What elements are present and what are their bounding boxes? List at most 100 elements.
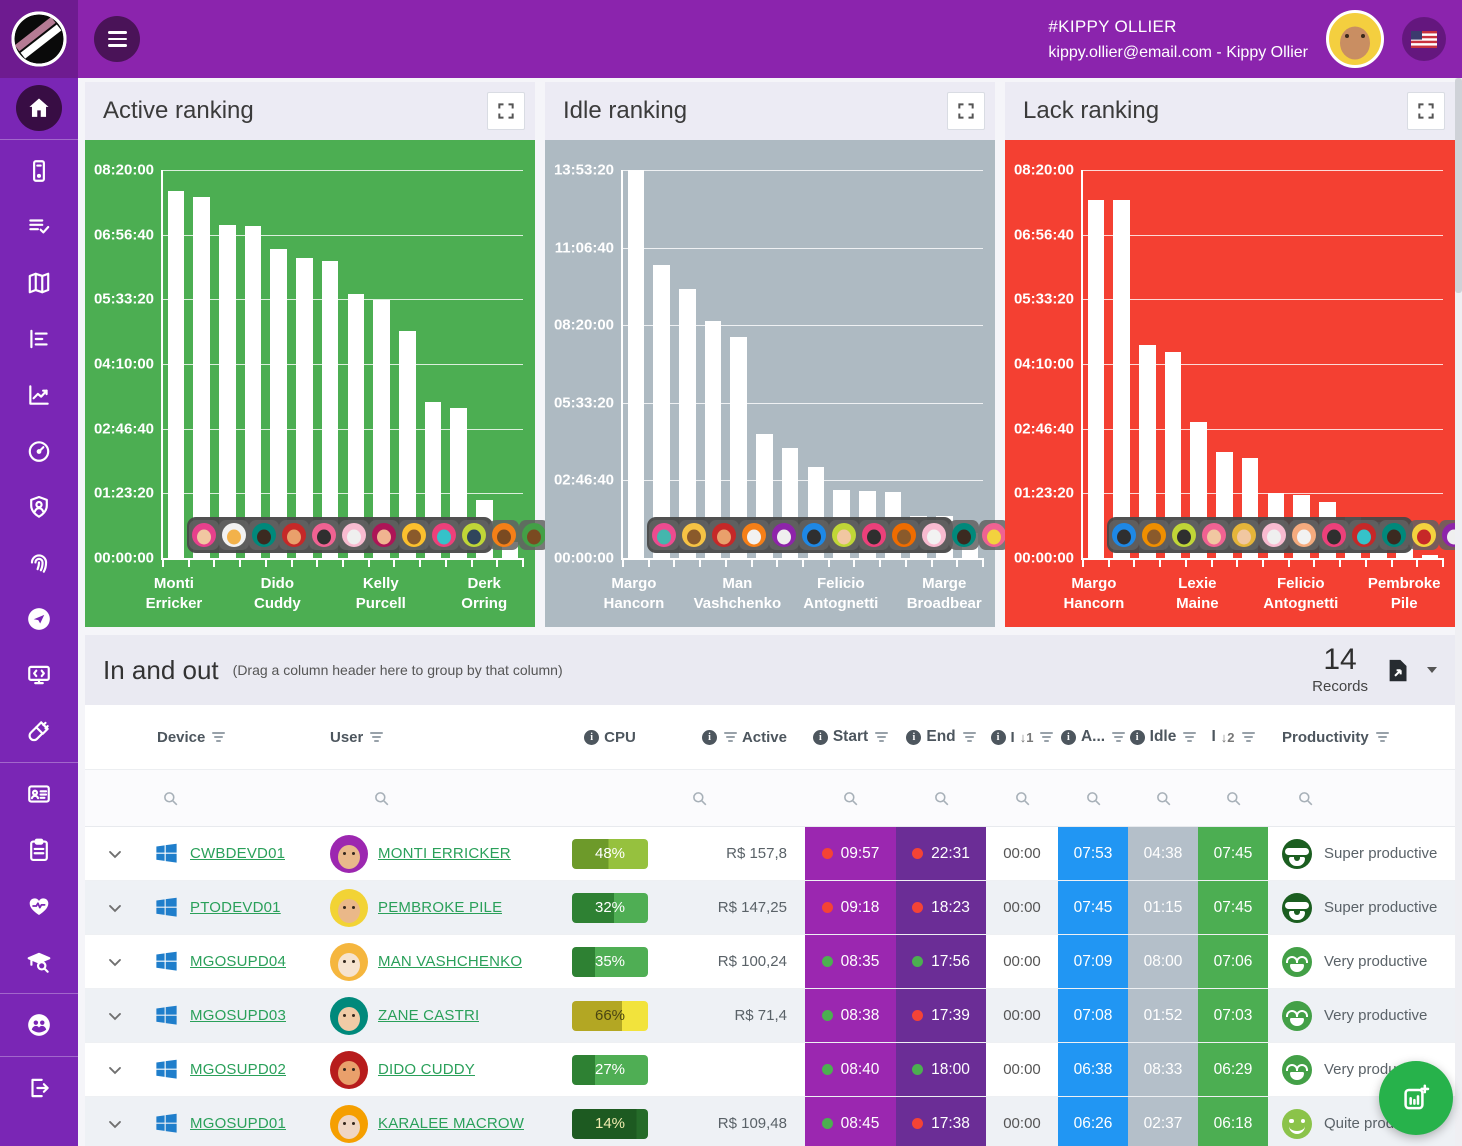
column-header-c4[interactable]: I ↓2 <box>1198 705 1268 769</box>
filter-icon[interactable] <box>370 732 384 742</box>
y-axis-label: 06:56:40 <box>1013 226 1074 244</box>
active-cost-cell: R$ 147,25 <box>717 899 787 916</box>
search-icon <box>934 791 948 805</box>
app-logo[interactable] <box>0 0 78 78</box>
column-header-user[interactable]: User <box>330 705 560 769</box>
filter-icon[interactable] <box>962 732 976 742</box>
device-link[interactable]: MGOSUPD02 <box>190 1061 286 1078</box>
windows-icon <box>153 894 180 921</box>
bar <box>1139 344 1156 558</box>
scrollbar-thumb[interactable] <box>1455 78 1462 293</box>
x-axis-tick <box>956 558 959 567</box>
avatar-icon <box>862 523 886 547</box>
sidebar-item-id-card[interactable] <box>0 766 78 822</box>
add-report-fab[interactable] <box>1379 1061 1453 1135</box>
menu-button[interactable] <box>94 16 140 62</box>
avatar-icon <box>192 523 216 547</box>
row-expand-button[interactable] <box>103 950 127 974</box>
filter-icon[interactable] <box>212 732 226 742</box>
column-header-start[interactable]: i Start <box>805 705 896 769</box>
sidebar-item-timeline-chart[interactable] <box>0 367 78 423</box>
x-axis-tick <box>622 558 624 567</box>
avatar <box>249 520 279 550</box>
device-link[interactable]: MGOSUPD04 <box>190 953 286 970</box>
usb-icon <box>16 708 62 754</box>
user-link[interactable]: PEMBROKE PILE <box>378 899 503 916</box>
row-expand-button[interactable] <box>103 1004 127 1028</box>
user-link[interactable]: MONTI ERRICKER <box>378 845 511 862</box>
search-filter-productivity[interactable] <box>1268 770 1455 826</box>
sidebar-item-home[interactable] <box>0 80 78 136</box>
search-filter-c1[interactable] <box>986 770 1058 826</box>
search-filter-active[interactable] <box>660 770 805 826</box>
row-expand-button[interactable] <box>103 842 127 866</box>
device-link[interactable]: MGOSUPD03 <box>190 1007 286 1024</box>
sidebar-item-send[interactable] <box>0 591 78 647</box>
user-avatar[interactable] <box>1326 10 1384 68</box>
search-filter-c3[interactable] <box>1128 770 1198 826</box>
user-avatar-icon <box>330 1104 368 1143</box>
x-axis-tick <box>1442 558 1444 567</box>
sidebar-item-ranking[interactable] <box>0 311 78 367</box>
y-axis-label: 05:33:20 <box>553 394 614 412</box>
search-filter-device[interactable] <box>145 770 330 826</box>
filter-icon[interactable] <box>1375 732 1389 742</box>
row-expand-button[interactable] <box>103 896 127 920</box>
user-link[interactable]: ZANE CASTRI <box>378 1007 480 1024</box>
column-header-c3[interactable]: i Idle <box>1128 705 1198 769</box>
sidebar-item-map[interactable] <box>0 255 78 311</box>
sidebar-item-team[interactable] <box>0 997 78 1053</box>
column-header-productivity[interactable]: Productivity <box>1268 705 1455 769</box>
search-filter-c2[interactable] <box>1058 770 1128 826</box>
fullscreen-button[interactable] <box>947 92 985 130</box>
fullscreen-button[interactable] <box>1407 92 1445 130</box>
export-button[interactable] <box>1384 657 1411 684</box>
group-by-hint: (Drag a column header here to group by t… <box>232 662 563 678</box>
device-link[interactable]: CWBDEVD01 <box>190 845 286 862</box>
row-expand-button[interactable] <box>103 1112 127 1136</box>
language-flag-button[interactable] <box>1402 17 1446 61</box>
sidebar-item-fingerprint[interactable] <box>0 535 78 591</box>
sidebar-item-clipboard[interactable] <box>0 822 78 878</box>
user-link[interactable]: MAN VASHCHENKO <box>378 953 523 970</box>
bar-chart: 08:20:00 06:56:40 05:33:20 04:10:00 02:46:40… <box>1005 140 1462 627</box>
gridline <box>623 325 983 327</box>
chart-title: Idle ranking <box>563 97 688 124</box>
row-expand-button[interactable] <box>103 1058 127 1082</box>
column-header-cpu[interactable]: i CPU <box>560 705 660 769</box>
productivity-emoji <box>1282 838 1312 869</box>
filter-icon[interactable] <box>1112 732 1126 742</box>
windows-icon <box>153 948 180 975</box>
user-link[interactable]: DIDO CUDDY <box>378 1061 476 1078</box>
search-filter-user[interactable] <box>330 770 560 826</box>
sidebar-item-audit-search[interactable] <box>0 934 78 990</box>
filter-icon[interactable] <box>1040 732 1054 742</box>
column-header-c1[interactable]: i I ↓1 <box>986 705 1058 769</box>
sidebar-item-security-shield[interactable] <box>0 479 78 535</box>
fullscreen-button[interactable] <box>487 92 525 130</box>
sidebar-item-activity-log[interactable] <box>0 199 78 255</box>
sidebar-item-logout[interactable] <box>0 1060 78 1116</box>
filter-icon[interactable] <box>1183 732 1197 742</box>
sidebar-item-health[interactable] <box>0 878 78 934</box>
scrollbar[interactable] <box>1455 78 1462 1146</box>
column-header-end[interactable]: i End <box>896 705 986 769</box>
sidebar-item-devices[interactable] <box>0 143 78 199</box>
filter-icon[interactable] <box>723 732 737 742</box>
column-header-c2[interactable]: i A... <box>1058 705 1128 769</box>
sidebar-item-remote-desktop[interactable] <box>0 647 78 703</box>
search-filter-c4[interactable] <box>1198 770 1268 826</box>
user-link[interactable]: KARALEE MACROW <box>378 1115 525 1132</box>
device-link[interactable]: PTODEVD01 <box>190 899 281 916</box>
device-link[interactable]: MGOSUPD01 <box>190 1115 286 1132</box>
export-menu-caret[interactable] <box>1427 667 1437 673</box>
column-header-active[interactable]: i Active <box>660 705 805 769</box>
x-axis-label: Felicio Antognetti <box>1263 575 1339 612</box>
sidebar-item-usb[interactable] <box>0 703 78 759</box>
search-filter-end[interactable] <box>896 770 986 826</box>
search-filter-start[interactable] <box>805 770 896 826</box>
sidebar-item-gauge[interactable] <box>0 423 78 479</box>
column-header-device[interactable]: Device <box>145 705 330 769</box>
filter-icon[interactable] <box>875 732 889 742</box>
filter-icon[interactable] <box>1241 732 1255 742</box>
